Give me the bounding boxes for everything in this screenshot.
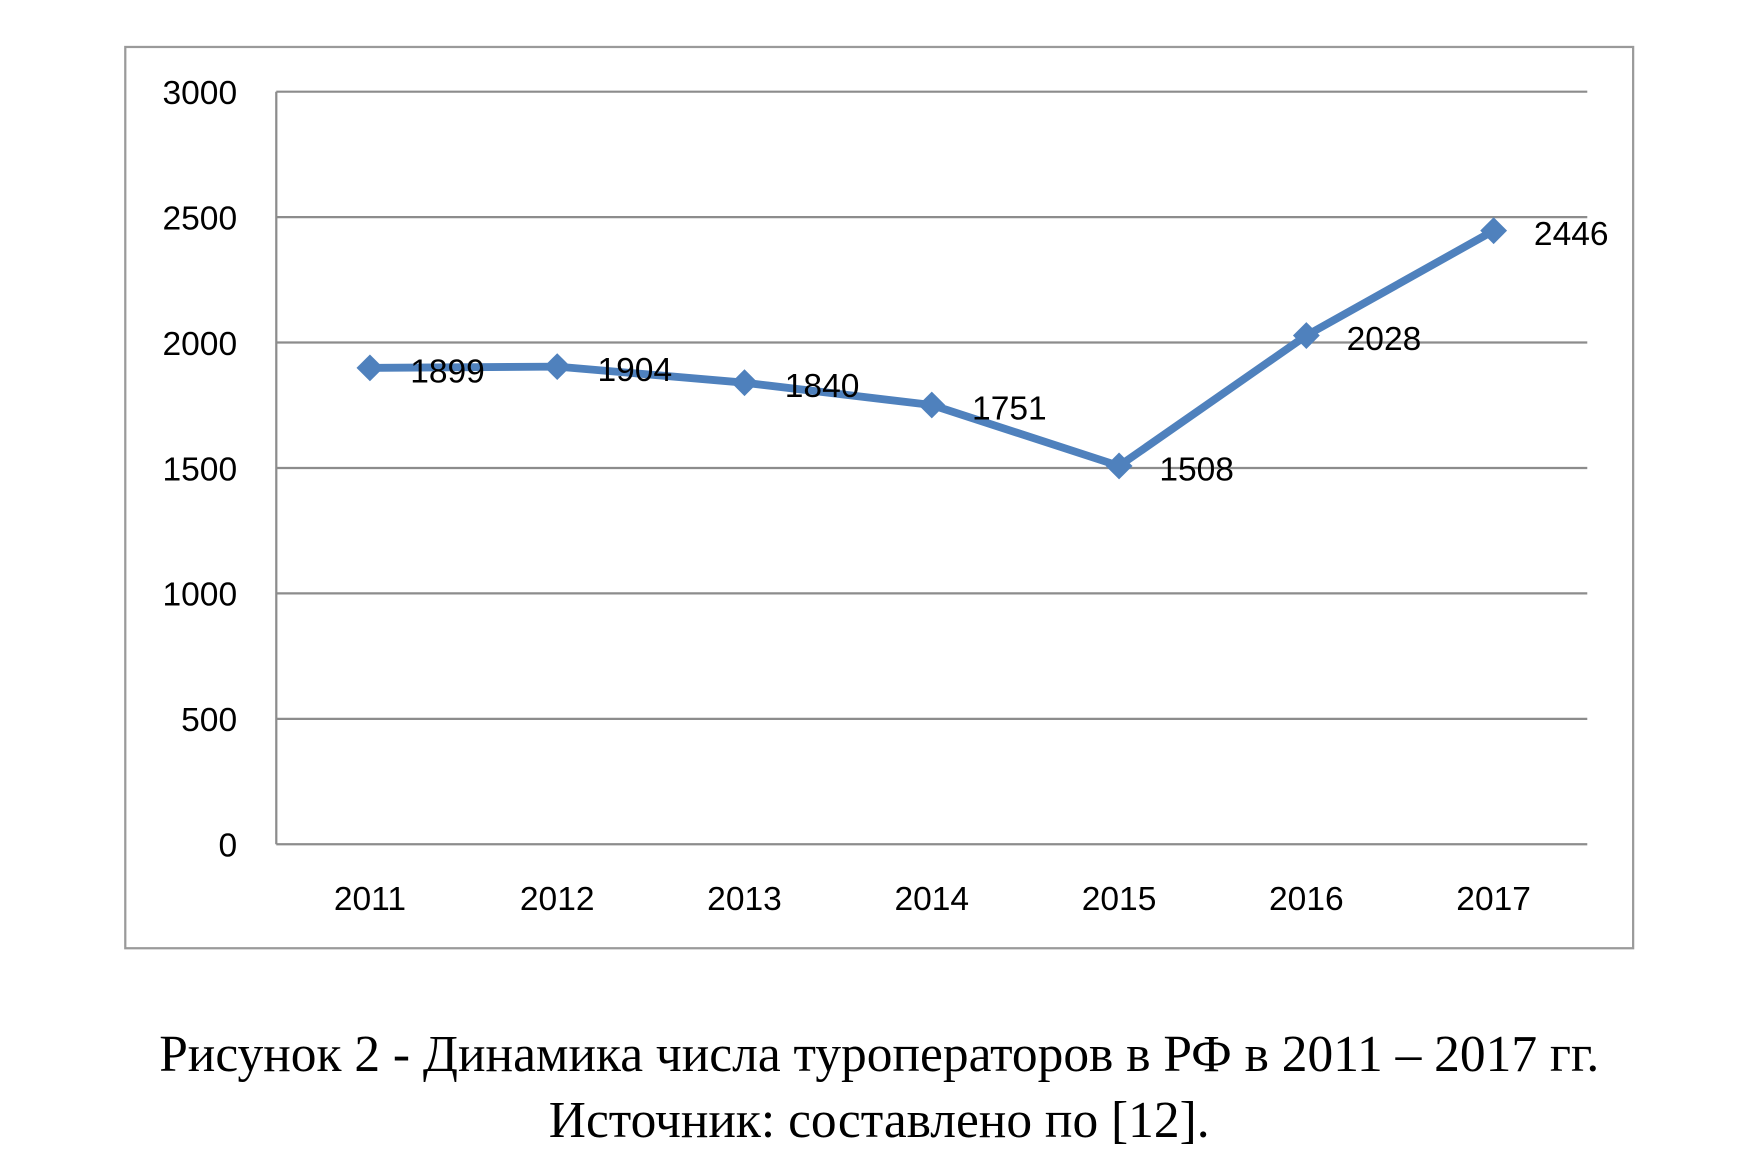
x-tick-label: 2016 [1269,881,1344,918]
y-tick-label: 3000 [162,75,237,112]
chart-frame [124,45,1635,950]
figure-caption: Рисунок 2 - Динамика числа туроператоров… [159,1026,1599,1083]
x-tick-label: 2012 [520,881,595,918]
data-label: 1508 [1159,452,1234,489]
data-point-marker [543,353,571,381]
data-point-marker [356,354,384,382]
x-tick-label: 2015 [1082,881,1157,918]
data-label: 2028 [1347,321,1422,358]
data-label: 1904 [597,352,672,389]
x-tick-label: 2017 [1456,881,1531,918]
data-label: 1899 [410,353,485,390]
data-label: 1840 [785,368,860,405]
data-label: 1751 [972,391,1047,428]
data-label: 2446 [1534,216,1609,253]
y-tick-label: 500 [181,702,237,739]
x-tick-label: 2011 [334,881,406,918]
figure-source: Источник: составлено по [12]. [549,1092,1210,1149]
y-tick-label: 0 [218,828,237,865]
y-tick-label: 2500 [162,200,237,237]
x-tick-label: 2014 [894,881,969,918]
y-tick-label: 2000 [162,326,237,363]
y-tick-label: 1500 [162,451,237,488]
data-point-marker [1105,452,1133,480]
data-point-marker [1480,217,1508,245]
data-point-marker [1292,322,1320,349]
x-tick-label: 2013 [707,881,782,918]
y-tick-label: 1000 [162,577,237,614]
data-point-marker [918,391,946,419]
